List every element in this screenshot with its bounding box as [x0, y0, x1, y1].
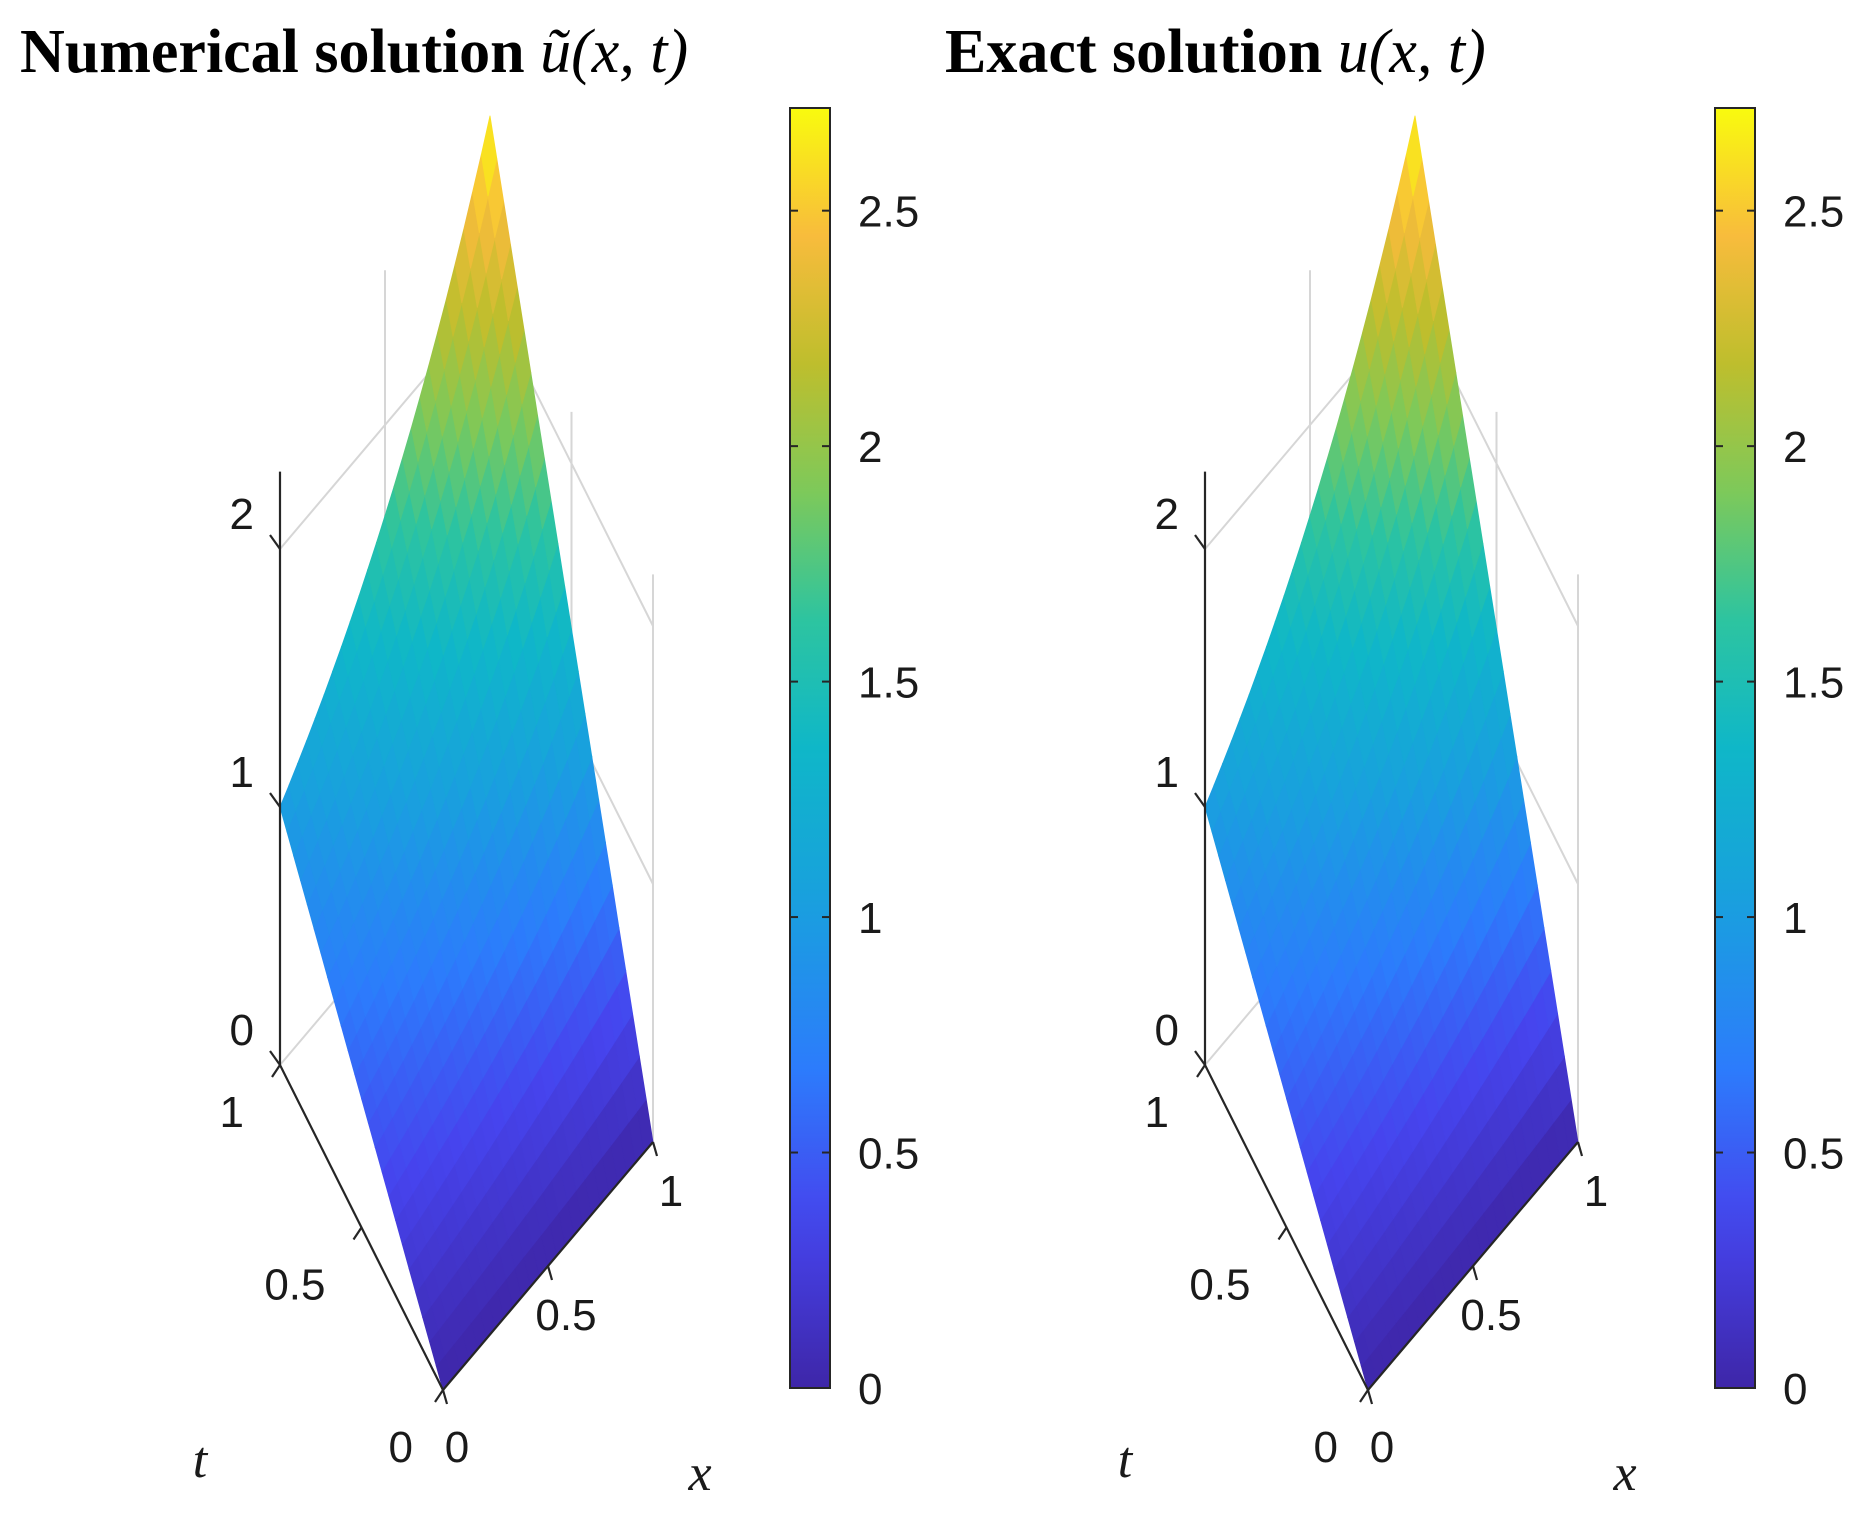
- chart-title: Exact solution u(x, t): [945, 18, 1486, 86]
- t-tick: [1359, 1389, 1369, 1403]
- title-args: (x, t): [571, 18, 688, 86]
- t-tick: [1277, 1226, 1288, 1241]
- colorbar-tick-label: 1: [1783, 894, 1807, 943]
- colorbar: [1714, 107, 1756, 1389]
- x-tick: [441, 1389, 449, 1405]
- colorbar-tick-label: 2.5: [858, 188, 919, 237]
- z-tick: [1194, 534, 1206, 550]
- t-tick-label: 0.5: [264, 1261, 325, 1310]
- x-tick: [546, 1265, 554, 1281]
- colorbar-tick-label: 1.5: [1783, 659, 1844, 708]
- chart-title: Numerical solution ũ(x, t): [20, 18, 688, 86]
- colorbar: [789, 107, 831, 1389]
- t-tick-label: 0.5: [1189, 1261, 1250, 1310]
- x-axis-label: x: [1612, 1445, 1636, 1502]
- t-axis-label: t: [1118, 1432, 1134, 1489]
- z-tick-label: 0: [1155, 1006, 1179, 1055]
- colorbar-tick-label: 0: [1783, 1365, 1807, 1414]
- surface-patch: [1405, 115, 1423, 197]
- x-tick: [1366, 1389, 1374, 1405]
- surface: [279, 115, 654, 1391]
- t-tick-label: 1: [220, 1088, 244, 1137]
- title-text: Exact solution: [945, 18, 1322, 86]
- z-tick: [269, 534, 281, 550]
- t-tick: [352, 1226, 363, 1241]
- panel-exact-solution: Exact solution u(x, t) 0 1 2 0 0.5 1 0 0.5 1 t x 0 0.…: [945, 18, 1844, 1502]
- colorbar-tick-label: 1: [858, 894, 882, 943]
- z-tick: [1194, 792, 1206, 808]
- t-tick: [1196, 1064, 1206, 1078]
- x-tick-label: 1: [659, 1167, 683, 1216]
- z-tick-label: 0: [230, 1006, 254, 1055]
- title-args: (x, t): [1369, 18, 1486, 86]
- x-tick: [1471, 1265, 1479, 1281]
- colorbar-tick-label: 2: [1783, 423, 1807, 472]
- colorbar-tick-label: 0.5: [858, 1130, 919, 1179]
- panel-numerical-solution: Numerical solution ũ(x, t) 0 1 2 0 0.5 1 0 0.5 1 t…: [20, 18, 919, 1502]
- colorbar-tick-label: 0.5: [1783, 1130, 1844, 1179]
- colorbar-tick-label: 1.5: [858, 659, 919, 708]
- t-tick-label: 1: [1145, 1088, 1169, 1137]
- x-tick-label: 0: [445, 1423, 469, 1472]
- axes: [269, 471, 659, 1405]
- x-tick-label: 0: [1370, 1423, 1394, 1472]
- t-tick-label: 0: [1314, 1423, 1338, 1472]
- title-text: Numerical solution: [20, 18, 525, 86]
- z-tick-label: 1: [1155, 748, 1179, 797]
- t-tick: [271, 1064, 281, 1078]
- colorbar-tick-label: 2.5: [1783, 188, 1844, 237]
- x-axis-label: x: [687, 1445, 711, 1502]
- x-tick-label: 0.5: [1460, 1291, 1521, 1340]
- z-tick: [1194, 1050, 1206, 1066]
- x-tick-label: 1: [1584, 1167, 1608, 1216]
- title-symbol: ũ: [540, 18, 571, 86]
- surface: [1204, 115, 1579, 1391]
- t-axis-label: t: [193, 1432, 209, 1489]
- z-tick-label: 2: [1155, 490, 1179, 539]
- z-tick-label: 1: [230, 748, 254, 797]
- z-tick: [269, 792, 281, 808]
- colorbar-tick-label: 2: [858, 423, 882, 472]
- x-tick: [1576, 1141, 1584, 1157]
- z-tick-label: 2: [230, 490, 254, 539]
- axes: [1194, 471, 1584, 1405]
- t-tick-label: 0: [389, 1423, 413, 1472]
- surface-patch: [480, 115, 498, 197]
- colorbar-tick-label: 0: [858, 1365, 882, 1414]
- x-tick: [651, 1141, 659, 1157]
- title-symbol: u: [1338, 18, 1369, 86]
- t-tick: [434, 1389, 444, 1403]
- z-tick: [269, 1050, 281, 1066]
- x-tick-label: 0.5: [535, 1291, 596, 1340]
